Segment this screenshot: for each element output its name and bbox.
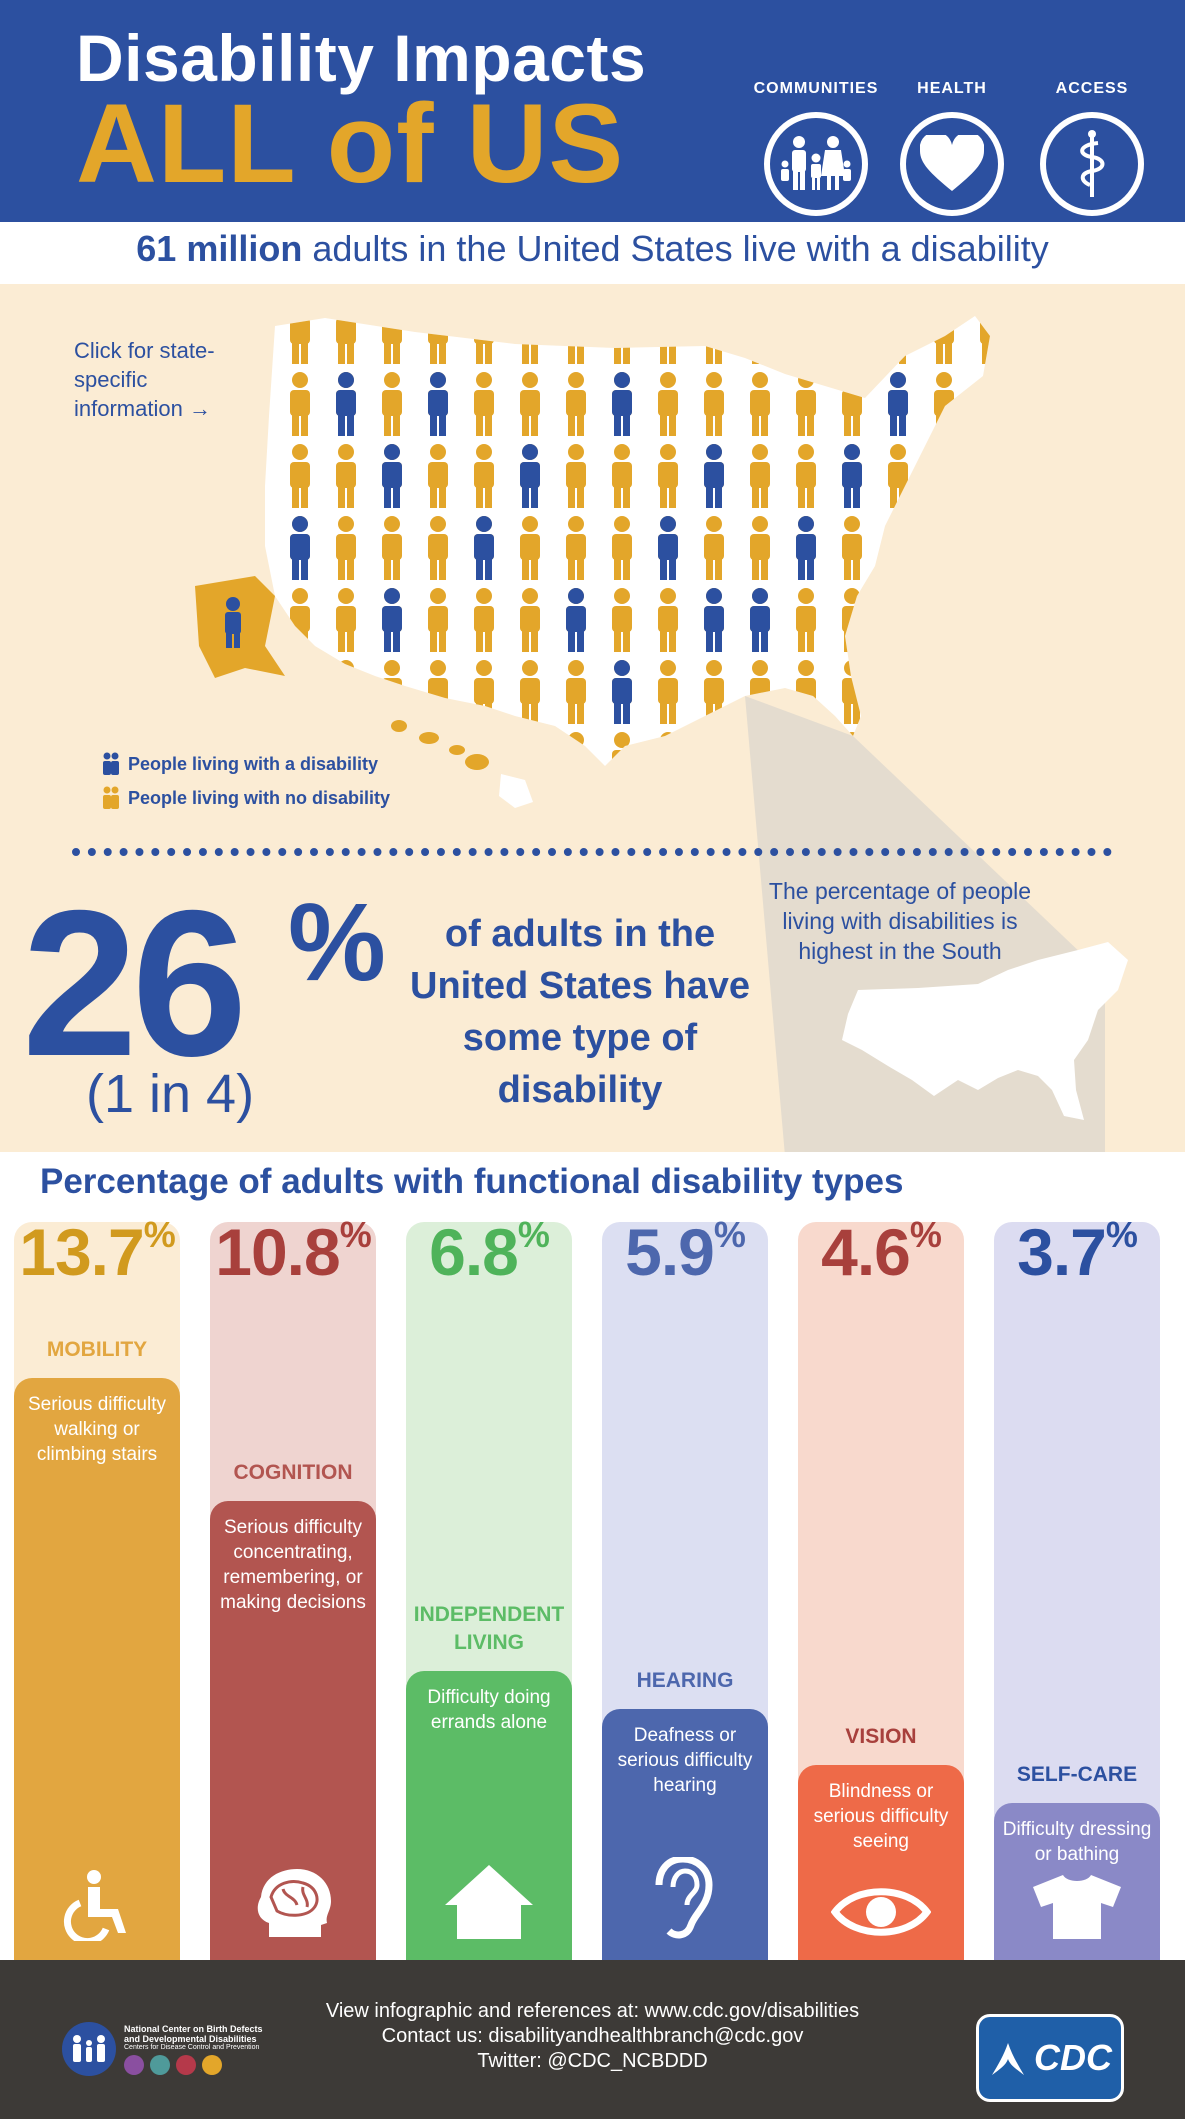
disability-bar: Serious difficulty walking or climbing s… (14, 1378, 180, 1960)
disability-percent: 3.7% (994, 1214, 1160, 1290)
ncbddd-text: National Center on Birth Defects and Dev… (124, 2024, 263, 2075)
disability-percent: 10.8% (210, 1214, 376, 1290)
house-icon (406, 1861, 572, 1946)
disability-percent-value: 5.9 (625, 1215, 715, 1289)
legend-no-disability: People living with no disability (102, 786, 390, 810)
disability-bar: Difficulty doing errands alone (406, 1671, 572, 1960)
hhs-eagle-icon (992, 2043, 1024, 2075)
ncbddd-family-icon (62, 2022, 116, 2076)
south-note: The percentage of people living with dis… (768, 878, 1032, 964)
gold-dot-icon (202, 2054, 222, 2075)
title-line-2: ALL of US (76, 81, 625, 206)
stat-band (0, 222, 1185, 284)
footer-contact[interactable]: Contact us: disabilityandhealthbranch@cd… (381, 2025, 804, 2047)
disability-percent-sign: % (909, 1214, 942, 1255)
caduceus-icon (1040, 112, 1144, 216)
heart-icon (900, 112, 1004, 216)
legend-disability: People living with a disability (102, 752, 378, 776)
disability-description: Deafness or serious difficulty hearing (617, 1725, 753, 1796)
person-blue-icon (103, 752, 119, 775)
ncbddd-dots (124, 2054, 263, 2075)
purple-dot-icon (124, 2054, 144, 2075)
disability-category: COGNITION (233, 1461, 353, 1484)
disability-column-hearing: 5.9% HEARING Deafness or serious difficult… (602, 1214, 768, 1960)
adults-count: 61 million (136, 228, 303, 269)
disability-bar: Blindness or serious difficulty seeing (798, 1765, 964, 1960)
disability-bar: Deafness or serious difficulty hearing (602, 1709, 768, 1960)
ncbddd-logo: National Center on Birth Defects and Dev… (62, 2022, 263, 2076)
red-dot-icon (176, 2054, 196, 2075)
functional-title: Percentage of adults with functional dis… (40, 1162, 904, 1201)
disability-percent: 6.8% (406, 1214, 572, 1290)
hawaii-shapes (391, 720, 533, 808)
disability-description: Difficulty doing errands alone (427, 1687, 551, 1733)
disability-category: INDEPENDENT LIVING (413, 1603, 565, 1654)
title-line-1: Disability Impacts (76, 21, 647, 95)
one-in-four: (1 in 4) (86, 1064, 255, 1124)
state-info-link[interactable]: Click for state-specific information → (74, 338, 215, 421)
eye-icon (798, 1883, 964, 1946)
disability-column-independent-living: 6.8% INDEPENDENT LIVING Difficulty doing e… (406, 1214, 572, 1960)
ncbddd-name-1: National Center on Birth Defects (124, 2023, 263, 2034)
access-label: ACCESS (1055, 80, 1129, 97)
disability-percent-value: 4.6 (821, 1215, 911, 1289)
disability-description: Serious difficulty concentrating, rememb… (220, 1517, 366, 1613)
disability-column-vision: 4.6% VISION Blindness or serious difficult… (798, 1214, 964, 1960)
south-region-map (842, 942, 1128, 1120)
disability-percent: 5.9% (602, 1214, 768, 1290)
disability-description: Difficulty dressing or bathing (1002, 1819, 1152, 1865)
disability-percent-sign: % (517, 1214, 550, 1255)
adults-stat-line: 61 million adults in the United States l… (0, 228, 1185, 270)
footer-twitter[interactable]: Twitter: @CDC_NCBDDD (477, 2050, 708, 2072)
legend-no-disability-label: People living with no disability (128, 787, 391, 808)
communities-badge: COMMUNITIES (746, 80, 886, 216)
cdc-logo[interactable]: CDC (976, 2014, 1124, 2102)
ear-icon (602, 1855, 768, 1946)
ncbddd-name-2: and Developmental Disabilities (124, 2033, 257, 2044)
brain-icon (210, 1867, 376, 1946)
disability-category: SELF-CARE (1016, 1763, 1138, 1786)
teal-dot-icon (150, 2054, 170, 2075)
legend-disability-label: People living with a disability (128, 753, 379, 774)
disability-percent-sign: % (713, 1214, 746, 1255)
shirt-icon (994, 1873, 1160, 1946)
big-percent-sign: % (288, 881, 386, 1004)
health-badge: HEALTH (882, 80, 1022, 216)
disability-category: HEARING (636, 1669, 734, 1692)
disability-percent-value: 3.7 (1017, 1215, 1107, 1289)
disability-column-mobility: 13.7% MOBILITY Serious difficulty walking … (14, 1214, 180, 1960)
disability-percent: 13.7% (14, 1214, 180, 1290)
disability-percent-value: 6.8 (429, 1215, 519, 1289)
family-icon (764, 112, 868, 216)
wheelchair-icon (14, 1869, 180, 1946)
disability-category: VISION (845, 1725, 917, 1748)
disability-description: Blindness or serious difficulty seeing (813, 1781, 949, 1852)
footer-website[interactable]: View infographic and references at: www.… (325, 2000, 860, 2022)
headline-text: of adults in the United States have some… (410, 913, 750, 1111)
cdc-logo-text: CDC (1034, 2037, 1112, 2078)
ncbddd-parent: Centers for Disease Control and Preventi… (124, 2043, 260, 2051)
communities-label: COMMUNITIES (753, 80, 879, 97)
disability-percent-value: 10.8 (215, 1215, 340, 1289)
disability-column-self-care: 3.7% SELF-CARE Difficulty dressing or bath… (994, 1214, 1160, 1960)
health-label: HEALTH (917, 80, 987, 97)
big-percent-number: 26 (22, 868, 247, 1100)
disability-column-cognition: 10.8% COGNITION Serious difficulty concent… (210, 1214, 376, 1960)
dotted-divider (72, 848, 1112, 856)
disability-bar: Difficulty dressing or bathing (994, 1803, 1160, 1960)
disability-bar: Serious difficulty concentrating, rememb… (210, 1501, 376, 1960)
access-badge: ACCESS (1022, 80, 1162, 216)
disability-description: Serious difficulty walking or climbing s… (28, 1394, 166, 1465)
disability-percent: 4.6% (798, 1214, 964, 1290)
disability-percent-sign: % (1105, 1214, 1138, 1255)
person-gold-icon (103, 786, 119, 809)
disability-percent-sign: % (143, 1214, 176, 1255)
disability-percent-sign: % (339, 1214, 372, 1255)
disability-percent-value: 13.7 (19, 1215, 144, 1289)
adults-stat-rest: adults in the United States live with a … (302, 228, 1049, 269)
functional-section (0, 1152, 1185, 1960)
disability-category: MOBILITY (46, 1338, 148, 1361)
